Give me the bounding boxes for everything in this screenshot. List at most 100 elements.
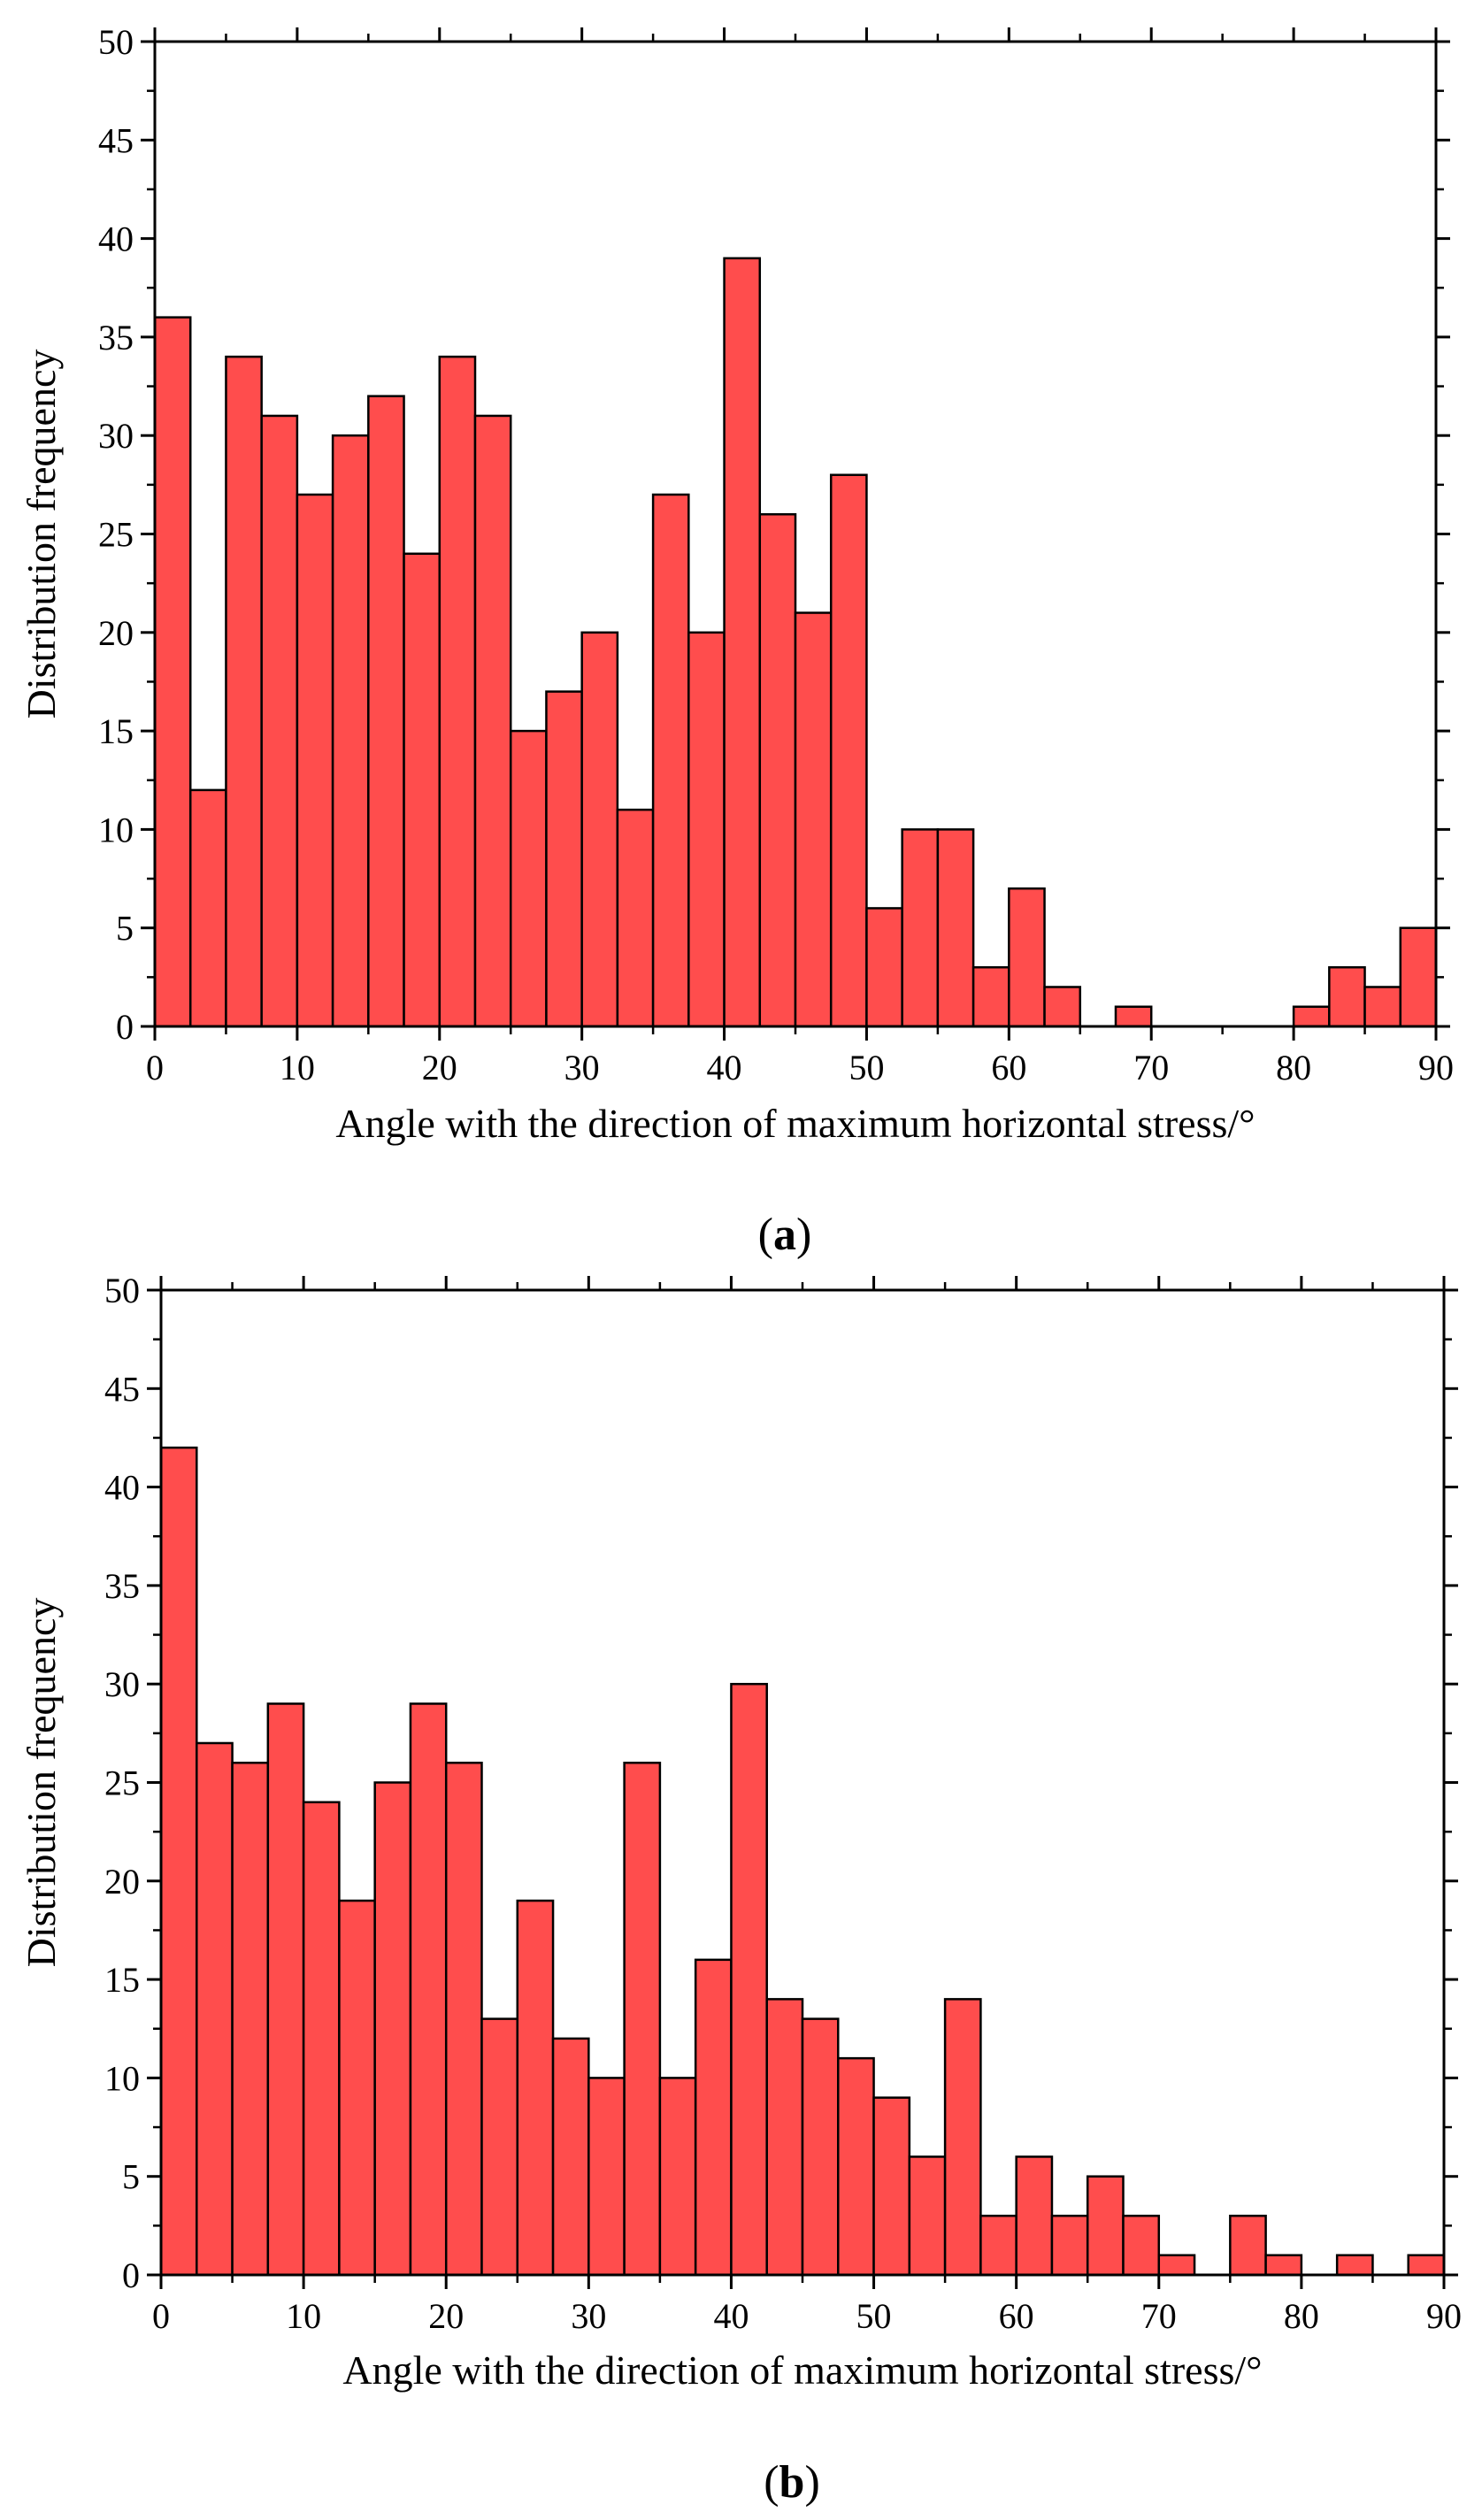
x-tick-label: 40 [707, 1048, 742, 1087]
y-tick-label: 15 [98, 711, 134, 751]
bar [545, 690, 583, 1028]
bar [231, 1761, 270, 2277]
bar [480, 2017, 519, 2277]
y-tick-label: 15 [104, 1960, 140, 2000]
bar [901, 828, 940, 1028]
bar [1363, 986, 1402, 1028]
x-tick-label: 70 [1133, 1048, 1169, 1087]
bar [302, 1801, 341, 2277]
panel-label-close-paren: ) [796, 1210, 811, 1260]
bar [837, 2056, 875, 2277]
bar [444, 1761, 483, 2277]
y-tick-label: 10 [98, 810, 134, 849]
bar [730, 1682, 768, 2277]
bar [196, 1741, 234, 2277]
bar [801, 2017, 840, 2277]
bar [438, 355, 477, 1028]
bar [266, 1702, 305, 2277]
panel-label: (b) [764, 2457, 820, 2508]
x-axis-title: Angle with the direction of maximum hori… [342, 2347, 1262, 2393]
bar [367, 395, 405, 1028]
x-tick-label: 20 [422, 1048, 457, 1087]
x-tick-label: 0 [146, 1048, 164, 1087]
x-axis-title: Angle with the direction of maximum hori… [335, 1101, 1255, 1146]
bar [872, 2096, 911, 2277]
bar [296, 493, 334, 1028]
panel-label-open-paren: ( [764, 2457, 779, 2508]
y-axis-title: Distribution frequency [19, 350, 64, 719]
bar [1335, 2254, 1374, 2277]
bar [687, 631, 726, 1028]
bar [794, 611, 833, 1028]
y-axis-title: Distribution frequency [19, 1598, 64, 1968]
y-tick-label: 20 [104, 1862, 140, 1902]
x-tick-label: 60 [991, 1048, 1026, 1087]
y-tick-label: 10 [104, 2058, 140, 2098]
bar [829, 473, 868, 1028]
y-tick-label: 45 [104, 1369, 140, 1409]
y-tick-label: 5 [116, 909, 134, 949]
x-tick-label: 20 [428, 2296, 464, 2336]
y-tick-label: 30 [104, 1664, 140, 1704]
y-tick-label: 30 [98, 416, 134, 456]
x-tick-label: 10 [286, 2296, 321, 2336]
bar [1407, 2254, 1446, 2277]
bar [1008, 887, 1046, 1028]
bar [1328, 965, 1366, 1028]
bar [1399, 926, 1438, 1028]
bar [373, 1781, 412, 2277]
x-tick-label: 80 [1284, 2296, 1319, 2336]
panel-label-letter: b [779, 2457, 805, 2508]
bar [758, 512, 797, 1028]
bar [694, 1958, 733, 2277]
bar [551, 2037, 590, 2277]
panel-label-close-paren: ) [804, 2457, 819, 2508]
x-tick-label: 50 [856, 2296, 892, 2336]
bar [623, 1761, 662, 2277]
bar [1292, 1005, 1331, 1028]
bar [971, 965, 1010, 1028]
y-tick-label: 0 [116, 1007, 134, 1047]
y-tick-label: 20 [98, 613, 134, 653]
bar [580, 631, 619, 1028]
bar [1157, 2254, 1196, 2277]
bar [516, 1899, 555, 2277]
y-tick-label: 35 [104, 1566, 140, 1606]
y-tick-label: 40 [104, 1468, 140, 1508]
bar [979, 2214, 1017, 2277]
bar [1086, 2175, 1125, 2277]
bar [331, 434, 370, 1028]
y-tick-label: 5 [122, 2157, 140, 2197]
bar [908, 2155, 947, 2277]
panel-label-letter: a [773, 1210, 796, 1260]
bar [473, 414, 512, 1028]
bar [936, 828, 975, 1028]
panel-label: (a) [758, 1210, 812, 1260]
bar [509, 729, 548, 1028]
x-tick-label: 40 [713, 2296, 749, 2336]
bar [1264, 2254, 1303, 2277]
y-tick-label: 25 [98, 515, 134, 555]
bar [338, 1899, 376, 2277]
x-tick-label: 90 [1418, 1048, 1454, 1087]
bar [225, 355, 263, 1028]
bar [1050, 2214, 1089, 2277]
x-tick-label: 50 [849, 1048, 884, 1087]
bar [188, 788, 227, 1028]
x-tick-label: 0 [152, 2296, 170, 2336]
bar [865, 907, 903, 1028]
bar [651, 493, 690, 1028]
bar [403, 552, 442, 1028]
x-tick-label: 30 [571, 2296, 606, 2336]
bar [658, 2077, 697, 2277]
bar [723, 257, 762, 1028]
y-tick-label: 45 [98, 120, 134, 160]
bar [153, 316, 192, 1028]
bar [1122, 2214, 1161, 2277]
x-tick-label: 30 [564, 1048, 600, 1087]
bar [587, 2077, 626, 2277]
bar [1114, 1005, 1153, 1028]
bar [409, 1702, 448, 2277]
y-tick-label: 50 [98, 22, 134, 62]
